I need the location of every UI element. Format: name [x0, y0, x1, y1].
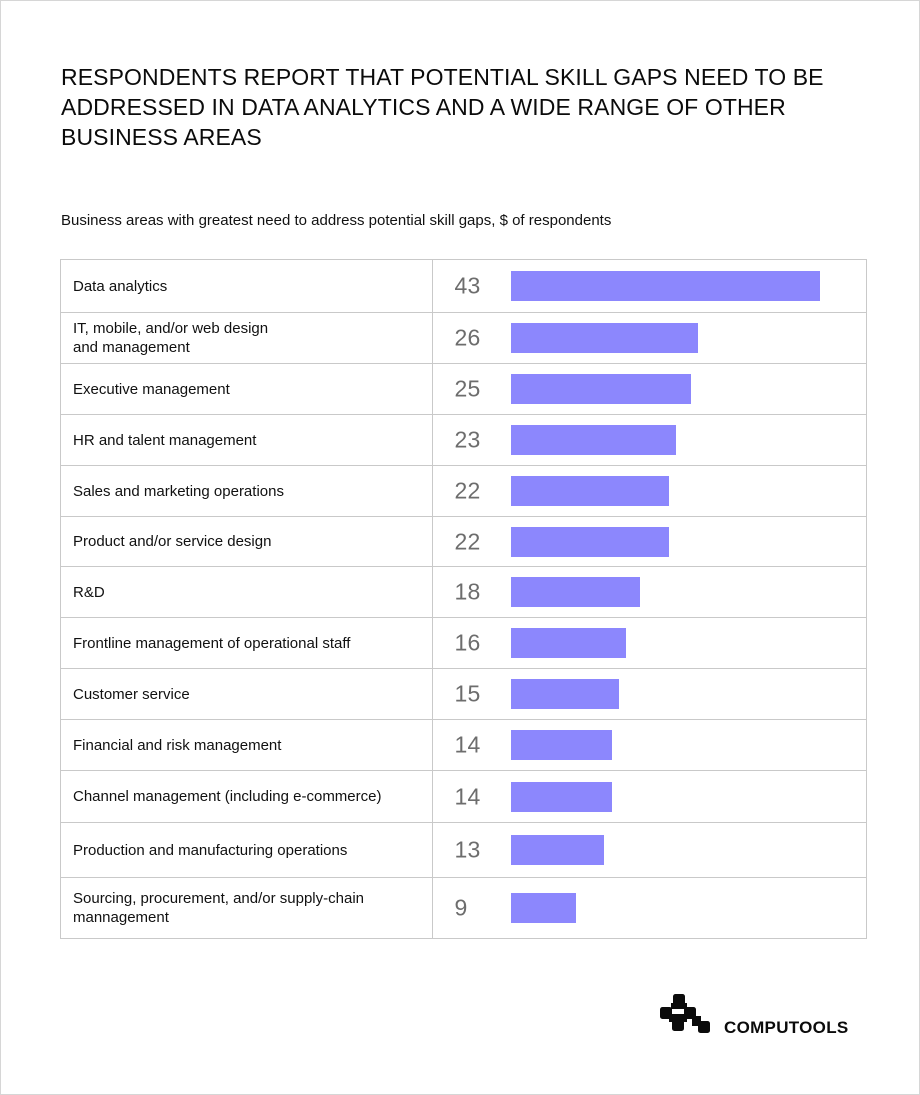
computools-logo-icon: [660, 994, 710, 1033]
data-label: 25: [454, 375, 481, 402]
value-cell: 13: [432, 822, 867, 878]
category-label: Frontline management of operational staf…: [73, 634, 351, 652]
data-label: 18: [454, 578, 481, 605]
data-label: 43: [454, 272, 481, 299]
data-label: 9: [454, 894, 468, 921]
category-cell: Data analytics: [59, 259, 434, 313]
table-row: Data analytics 43: [59, 259, 867, 313]
category-label: IT, mobile, and/or web design and manage…: [73, 320, 269, 356]
table-row: Production and manufacturing operations 1…: [59, 822, 867, 878]
table-row: Customer service 15: [59, 668, 867, 720]
chart-body: Data analytics 43 IT, mobile, and/or web d…: [59, 259, 867, 939]
chart-table: Data analytics 43 IT, mobile, and/or web d…: [59, 259, 867, 939]
bar: [511, 730, 613, 760]
table-row: Executive management 25: [59, 363, 867, 415]
category-cell: Sourcing, procurement, and/or supply-cha…: [59, 877, 434, 939]
category-label: Product and/or service design: [73, 533, 272, 550]
bar: [511, 893, 577, 923]
category-cell: Production and manufacturing operations: [59, 822, 434, 878]
bar: [511, 577, 641, 607]
data-label: 14: [454, 783, 481, 809]
value-cell: 18: [432, 566, 867, 618]
bar: [511, 425, 677, 455]
category-cell: Frontline management of operational staf…: [59, 617, 434, 669]
category-cell: IT, mobile, and/or web design and manage…: [59, 312, 434, 364]
value-cell: 23: [432, 414, 867, 466]
table-row: Sourcing, procurement, and/or supply-cha…: [59, 877, 867, 939]
table-row: HR and talent management 23: [59, 414, 867, 466]
table-row: R&D 18: [59, 566, 867, 618]
table-row: Frontline management of operational staf…: [59, 617, 867, 669]
table-row: IT, mobile, and/or web design and manage…: [59, 312, 867, 364]
table-row: Sales and marketing operations 22: [59, 465, 867, 517]
data-label: 26: [454, 324, 481, 351]
brand-logo: COMPUTOOLS: [659, 994, 873, 1038]
value-cell: 16: [432, 617, 867, 669]
data-label: 23: [454, 426, 481, 453]
chart-subtitle: Business areas with greatest need to add…: [61, 212, 612, 229]
bar: [511, 526, 670, 557]
category-label: HR and talent management: [73, 431, 257, 449]
category-label: Financial and risk management: [73, 736, 282, 754]
value-cell: 22: [432, 465, 867, 517]
value-cell: 26: [432, 312, 867, 364]
value-cell: 43: [432, 259, 867, 313]
bar: [511, 679, 620, 709]
bar: [511, 271, 821, 301]
category-label: Executive management: [73, 380, 230, 398]
data-label: 13: [454, 836, 481, 863]
category-label: Production and manufacturing operations: [73, 841, 348, 859]
category-label: Customer service: [73, 685, 190, 703]
data-label: 22: [454, 528, 481, 554]
bar: [511, 323, 699, 353]
category-label: Data analytics: [73, 277, 168, 295]
bar: [511, 628, 627, 658]
table-row: Financial and risk management 14: [59, 719, 867, 771]
category-cell: Financial and risk management: [59, 719, 434, 771]
category-cell: Sales and marketing operations: [59, 465, 434, 517]
category-cell: Channel management (including e-commerce…: [59, 770, 434, 823]
category-cell: Customer service: [59, 668, 434, 720]
data-label: 16: [454, 629, 481, 656]
value-cell: 9: [432, 877, 867, 939]
value-cell: 14: [432, 770, 867, 823]
value-cell: 15: [432, 668, 867, 720]
category-label: Sourcing, procurement, and/or supply-cha…: [73, 890, 364, 926]
category-cell: Product and/or service design: [59, 516, 434, 567]
category-cell: R&D: [59, 566, 434, 618]
chart-title: RESPONDENTS REPORT THAT POTENTIAL SKILL …: [61, 64, 824, 150]
data-label: 14: [454, 731, 481, 758]
data-label: 22: [454, 477, 481, 504]
category-cell: Executive management: [59, 363, 434, 415]
table-row: Product and/or service design 22: [59, 516, 867, 567]
bar: [511, 476, 670, 506]
bar: [511, 781, 613, 812]
data-label: 15: [454, 680, 481, 707]
value-cell: 22: [432, 516, 867, 567]
category-label: R&D: [73, 583, 105, 601]
category-label: Sales and marketing operations: [73, 482, 284, 500]
bar: [511, 374, 692, 404]
bar: [511, 835, 605, 865]
category-cell: HR and talent management: [59, 414, 434, 466]
value-cell: 25: [432, 363, 867, 415]
value-cell: 14: [432, 719, 867, 771]
brand-name: COMPUTOOLS: [724, 1018, 849, 1037]
category-label: Channel management (including e-commerce…: [73, 788, 382, 805]
table-row: Channel management (including e-commerce…: [59, 770, 867, 823]
